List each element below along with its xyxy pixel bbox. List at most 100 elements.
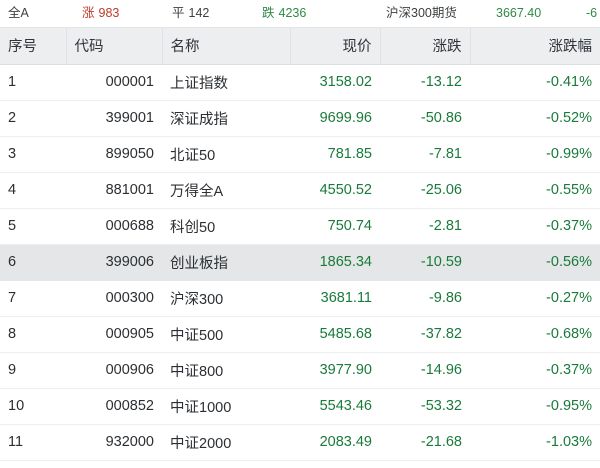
cell-price: 781.85 bbox=[290, 136, 380, 173]
advancers-label: 涨 bbox=[82, 6, 95, 20]
cell-change: -21.68 bbox=[380, 424, 470, 461]
table-row[interactable]: 5 000688 科创50 750.74 -2.81 -0.37% bbox=[0, 208, 600, 245]
cell-index: 8 bbox=[0, 316, 66, 353]
cell-change: -53.32 bbox=[380, 388, 470, 425]
cell-change: -14.96 bbox=[380, 352, 470, 389]
table-row[interactable]: 9 000906 中证800 3977.90 -14.96 -0.37% bbox=[0, 352, 600, 389]
table-row[interactable]: 10 000852 中证1000 5543.46 -53.32 -0.95% bbox=[0, 388, 600, 425]
decliners-stat[interactable]: 跌 4236 bbox=[262, 0, 306, 27]
cell-price: 3158.02 bbox=[290, 64, 380, 101]
cell-index: 5 bbox=[0, 208, 66, 245]
cell-pct: -0.37% bbox=[470, 352, 600, 389]
column-header-name[interactable]: 名称 bbox=[162, 28, 291, 65]
unchanged-count: 142 bbox=[188, 6, 210, 20]
cell-name: 万得全A bbox=[162, 172, 290, 209]
futures-change: -6 bbox=[586, 6, 598, 20]
cell-change: -13.12 bbox=[380, 64, 470, 101]
column-header-pct[interactable]: 涨跌幅 bbox=[470, 28, 600, 65]
cell-index: 2 bbox=[0, 100, 66, 137]
cell-index: 3 bbox=[0, 136, 66, 173]
cell-price: 750.74 bbox=[290, 208, 380, 245]
cell-name: 北证50 bbox=[162, 136, 290, 173]
column-header-code[interactable]: 代码 bbox=[66, 28, 163, 65]
advancers-count: 983 bbox=[98, 6, 120, 20]
cell-name: 中证1000 bbox=[162, 388, 290, 425]
cell-index: 1 bbox=[0, 64, 66, 101]
cell-pct: -0.27% bbox=[470, 280, 600, 317]
cell-code: 399006 bbox=[66, 244, 162, 281]
cell-pct: -0.99% bbox=[470, 136, 600, 173]
cell-change: -2.81 bbox=[380, 208, 470, 245]
column-header-price[interactable]: 现价 bbox=[290, 28, 381, 65]
cell-index: 10 bbox=[0, 388, 66, 425]
cell-price: 2083.49 bbox=[290, 424, 380, 461]
cell-pct: -0.55% bbox=[470, 172, 600, 209]
table-row[interactable]: 8 000905 中证500 5485.68 -37.82 -0.68% bbox=[0, 316, 600, 353]
table-header: 序号 代码 名称 现价 涨跌 涨跌幅 bbox=[0, 28, 600, 65]
unchanged-stat[interactable]: 平 142 bbox=[172, 0, 209, 27]
table-row[interactable]: 3 899050 北证50 781.85 -7.81 -0.99% bbox=[0, 136, 600, 173]
advancers-stat[interactable]: 涨 983 bbox=[82, 0, 119, 27]
table-row[interactable]: 2 399001 深证成指 9699.96 -50.86 -0.52% bbox=[0, 100, 600, 137]
table-row[interactable]: 1 000001 上证指数 3158.02 -13.12 -0.41% bbox=[0, 64, 600, 101]
cell-index: 6 bbox=[0, 244, 66, 281]
cell-pct: -0.52% bbox=[470, 100, 600, 137]
cell-price: 4550.52 bbox=[290, 172, 380, 209]
cell-change: -50.86 bbox=[380, 100, 470, 137]
column-header-index[interactable]: 序号 bbox=[0, 28, 67, 65]
cell-index: 9 bbox=[0, 352, 66, 389]
cell-name: 中证800 bbox=[162, 352, 290, 389]
cell-name: 上证指数 bbox=[162, 64, 290, 101]
table-row[interactable]: 11 932000 中证2000 2083.49 -21.68 -1.03% bbox=[0, 424, 600, 461]
unchanged-label: 平 bbox=[172, 6, 185, 20]
market-status-bar: 全A 涨 983 平 142 跌 4236 沪深300期货 3667.40 -6 bbox=[0, 0, 600, 28]
cell-code: 000001 bbox=[66, 64, 162, 101]
cell-code: 000905 bbox=[66, 316, 162, 353]
market-scope-label[interactable]: 全A bbox=[8, 0, 29, 27]
cell-price: 3977.90 bbox=[290, 352, 380, 389]
cell-price: 9699.96 bbox=[290, 100, 380, 137]
cell-change: -25.06 bbox=[380, 172, 470, 209]
cell-pct: -0.37% bbox=[470, 208, 600, 245]
cell-index: 7 bbox=[0, 280, 66, 317]
cell-name: 中证500 bbox=[162, 316, 290, 353]
futures-label[interactable]: 沪深300期货 bbox=[386, 6, 457, 20]
cell-code: 881001 bbox=[66, 172, 162, 209]
cell-pct: -0.56% bbox=[470, 244, 600, 281]
table-body: 1 000001 上证指数 3158.02 -13.12 -0.41% 2 399001 深证成… bbox=[0, 64, 600, 461]
cell-name: 创业板指 bbox=[162, 244, 290, 281]
cell-price: 5543.46 bbox=[290, 388, 380, 425]
cell-code: 932000 bbox=[66, 424, 162, 461]
table-row[interactable]: 7 000300 沪深300 3681.11 -9.86 -0.27% bbox=[0, 280, 600, 317]
table-row[interactable]: 6 399006 创业板指 1865.34 -10.59 -0.56% bbox=[0, 244, 600, 281]
cell-code: 399001 bbox=[66, 100, 162, 137]
cell-name: 深证成指 bbox=[162, 100, 290, 137]
cell-name: 科创50 bbox=[162, 208, 290, 245]
cell-pct: -0.41% bbox=[470, 64, 600, 101]
cell-change: -7.81 bbox=[380, 136, 470, 173]
cell-change: -9.86 bbox=[380, 280, 470, 317]
cell-change: -37.82 bbox=[380, 316, 470, 353]
market-scope-text: 全A bbox=[8, 6, 29, 20]
cell-name: 中证2000 bbox=[162, 424, 290, 461]
cell-code: 000906 bbox=[66, 352, 162, 389]
cell-code: 899050 bbox=[66, 136, 162, 173]
cell-pct: -1.03% bbox=[470, 424, 600, 461]
cell-price: 3681.11 bbox=[290, 280, 380, 317]
decliners-label: 跌 bbox=[262, 6, 275, 20]
column-header-change[interactable]: 涨跌 bbox=[380, 28, 471, 65]
cell-index: 11 bbox=[0, 424, 66, 461]
cell-name: 沪深300 bbox=[162, 280, 290, 317]
decliners-count: 4236 bbox=[278, 6, 307, 20]
cell-code: 000688 bbox=[66, 208, 162, 245]
cell-price: 5485.68 bbox=[290, 316, 380, 353]
cell-code: 000852 bbox=[66, 388, 162, 425]
table-header-row: 序号 代码 名称 现价 涨跌 涨跌幅 bbox=[0, 28, 600, 65]
index-quote-table: 序号 代码 名称 现价 涨跌 涨跌幅 1 000001 上证指数 3158.02 -13… bbox=[0, 28, 600, 461]
cell-pct: -0.95% bbox=[470, 388, 600, 425]
futures-price: 3667.40 bbox=[496, 6, 542, 20]
cell-code: 000300 bbox=[66, 280, 162, 317]
cell-change: -10.59 bbox=[380, 244, 470, 281]
table-row[interactable]: 4 881001 万得全A 4550.52 -25.06 -0.55% bbox=[0, 172, 600, 209]
cell-price: 1865.34 bbox=[290, 244, 380, 281]
